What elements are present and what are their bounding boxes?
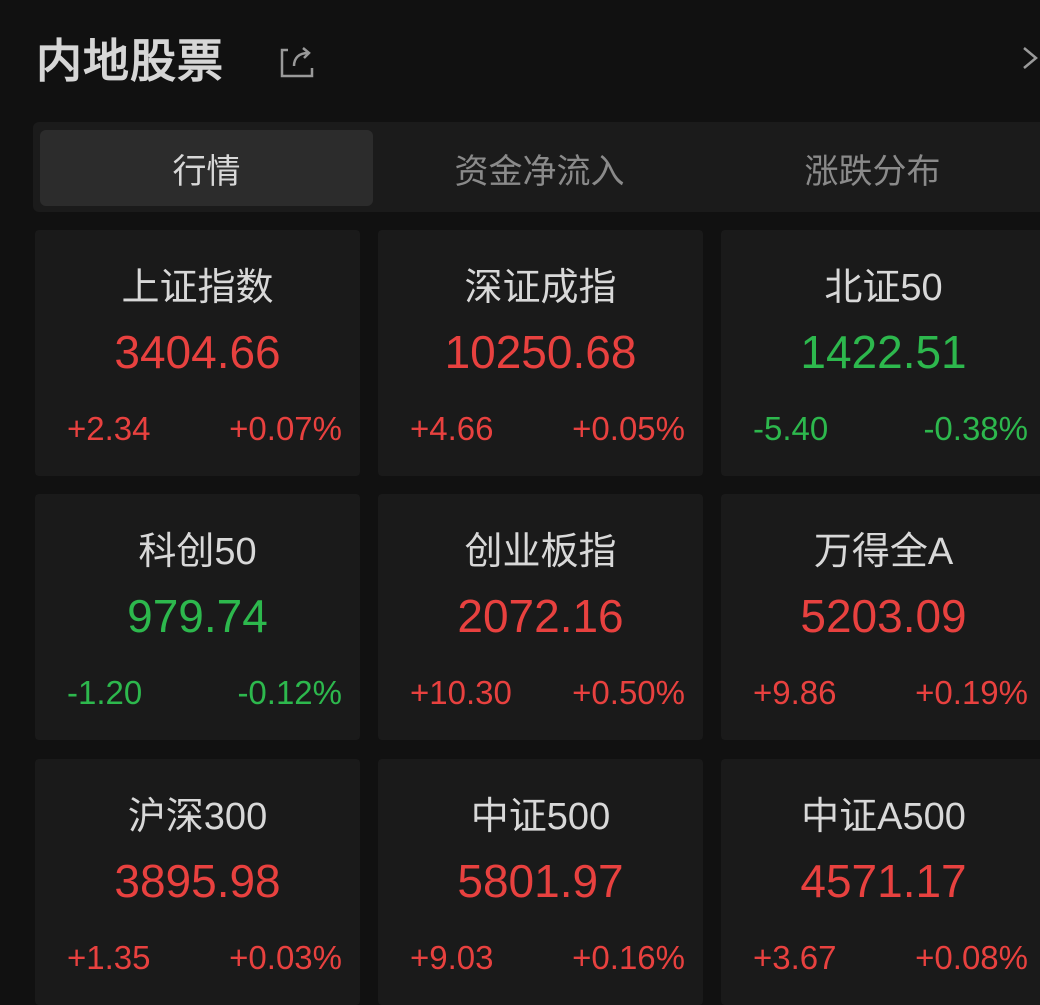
index-price: 4571.17: [800, 855, 967, 907]
index-change: +9.03: [410, 939, 494, 976]
index-name: 深证成指: [464, 267, 617, 309]
tab-bar: 行情 资金净流入 涨跌分布: [33, 122, 1040, 212]
index-name: 科创50: [138, 531, 257, 573]
index-name: 北证50: [824, 267, 943, 309]
page-title: 内地股票: [36, 35, 224, 87]
chevron-right-icon[interactable]: [1020, 44, 1040, 72]
index-change: +1.35: [67, 939, 151, 976]
index-change: +2.34: [67, 410, 151, 447]
index-price: 979.74: [127, 590, 268, 642]
share-icon[interactable]: [280, 44, 314, 78]
index-price: 1422.51: [800, 326, 967, 378]
index-percent: -0.38%: [923, 410, 1028, 447]
index-card[interactable]: 上证指数 3404.66 +2.34 +0.07%: [35, 230, 360, 476]
index-name: 中证500: [470, 796, 611, 838]
index-price: 3404.66: [114, 326, 281, 378]
index-change: +10.30: [410, 674, 512, 711]
index-name: 中证A500: [801, 796, 966, 838]
index-percent: +0.03%: [229, 939, 342, 976]
index-name: 上证指数: [121, 267, 274, 309]
index-card[interactable]: 万得全A 5203.09 +9.86 +0.19%: [721, 494, 1040, 740]
index-percent: +0.19%: [915, 674, 1028, 711]
index-percent: +0.07%: [229, 410, 342, 447]
index-price: 10250.68: [444, 326, 637, 378]
tab-distribution[interactable]: 涨跌分布: [804, 152, 941, 191]
index-price: 5203.09: [800, 590, 967, 642]
index-percent: +0.50%: [572, 674, 685, 711]
header: 内地股票: [36, 28, 314, 88]
index-change: -1.20: [67, 674, 143, 711]
index-card[interactable]: 中证A500 4571.17 +3.67 +0.08%: [721, 759, 1040, 1005]
index-percent: +0.16%: [572, 939, 685, 976]
index-change: -5.40: [753, 410, 829, 447]
index-card[interactable]: 科创50 979.74 -1.20 -0.12%: [35, 494, 360, 740]
index-percent: +0.05%: [572, 410, 685, 447]
tab-market[interactable]: 行情: [40, 130, 373, 206]
index-percent: -0.12%: [237, 674, 342, 711]
index-name: 创业板指: [464, 531, 617, 573]
index-card[interactable]: 沪深300 3895.98 +1.35 +0.03%: [35, 759, 360, 1005]
index-change: +9.86: [753, 674, 837, 711]
index-percent: +0.08%: [915, 939, 1028, 976]
index-name: 万得全A: [813, 531, 954, 573]
index-card[interactable]: 中证500 5801.97 +9.03 +0.16%: [378, 759, 703, 1005]
tab-net-inflow[interactable]: 资金净流入: [454, 152, 625, 191]
index-price: 2072.16: [457, 590, 624, 642]
index-price: 5801.97: [457, 855, 624, 907]
index-change: +4.66: [410, 410, 494, 447]
index-card[interactable]: 深证成指 10250.68 +4.66 +0.05%: [378, 230, 703, 476]
index-change: +3.67: [753, 939, 837, 976]
index-card[interactable]: 北证50 1422.51 -5.40 -0.38%: [721, 230, 1040, 476]
index-price: 3895.98: [114, 855, 281, 907]
index-name: 沪深300: [127, 796, 268, 838]
index-card[interactable]: 创业板指 2072.16 +10.30 +0.50%: [378, 494, 703, 740]
